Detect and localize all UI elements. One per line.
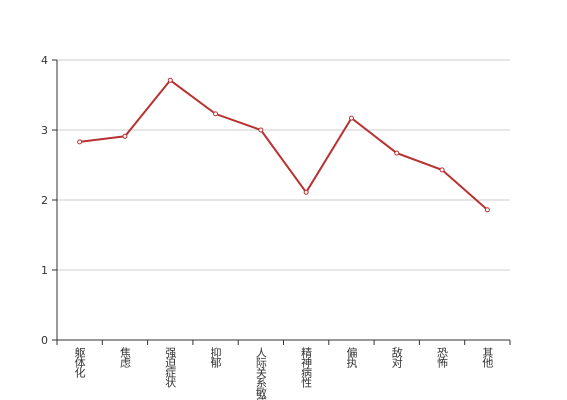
x-tick-label: 人际关系敏感 xyxy=(254,347,267,400)
x-tick-label: 抑郁 xyxy=(209,346,222,368)
line xyxy=(79,78,489,211)
x-tick-label: 精神病性 xyxy=(300,347,313,389)
x-tick-label: 躯体化 xyxy=(73,347,86,379)
x-tick-label: 偏执 xyxy=(345,346,358,369)
y-tick-label: 3 xyxy=(41,124,48,137)
point xyxy=(484,207,490,213)
x-tick-label: 焦虑 xyxy=(118,347,131,368)
point xyxy=(258,127,264,133)
y-tick-label: 0 xyxy=(41,334,48,347)
point xyxy=(213,111,219,117)
x-tick-label: 敌对 xyxy=(390,346,403,368)
point xyxy=(348,115,354,121)
x-tick-label: 强迫症状 xyxy=(164,347,177,388)
point xyxy=(122,133,128,139)
y-tick-label: 2 xyxy=(41,194,48,207)
point xyxy=(439,167,445,173)
point xyxy=(167,77,173,83)
y-tick-label: 4 xyxy=(41,54,48,67)
point xyxy=(77,139,83,145)
y-tick-label: 1 xyxy=(41,264,48,277)
x-tick-label: 其他 xyxy=(481,347,494,368)
x-tick-label: 恐怖 xyxy=(436,347,449,368)
point xyxy=(394,150,400,156)
point xyxy=(303,189,309,195)
